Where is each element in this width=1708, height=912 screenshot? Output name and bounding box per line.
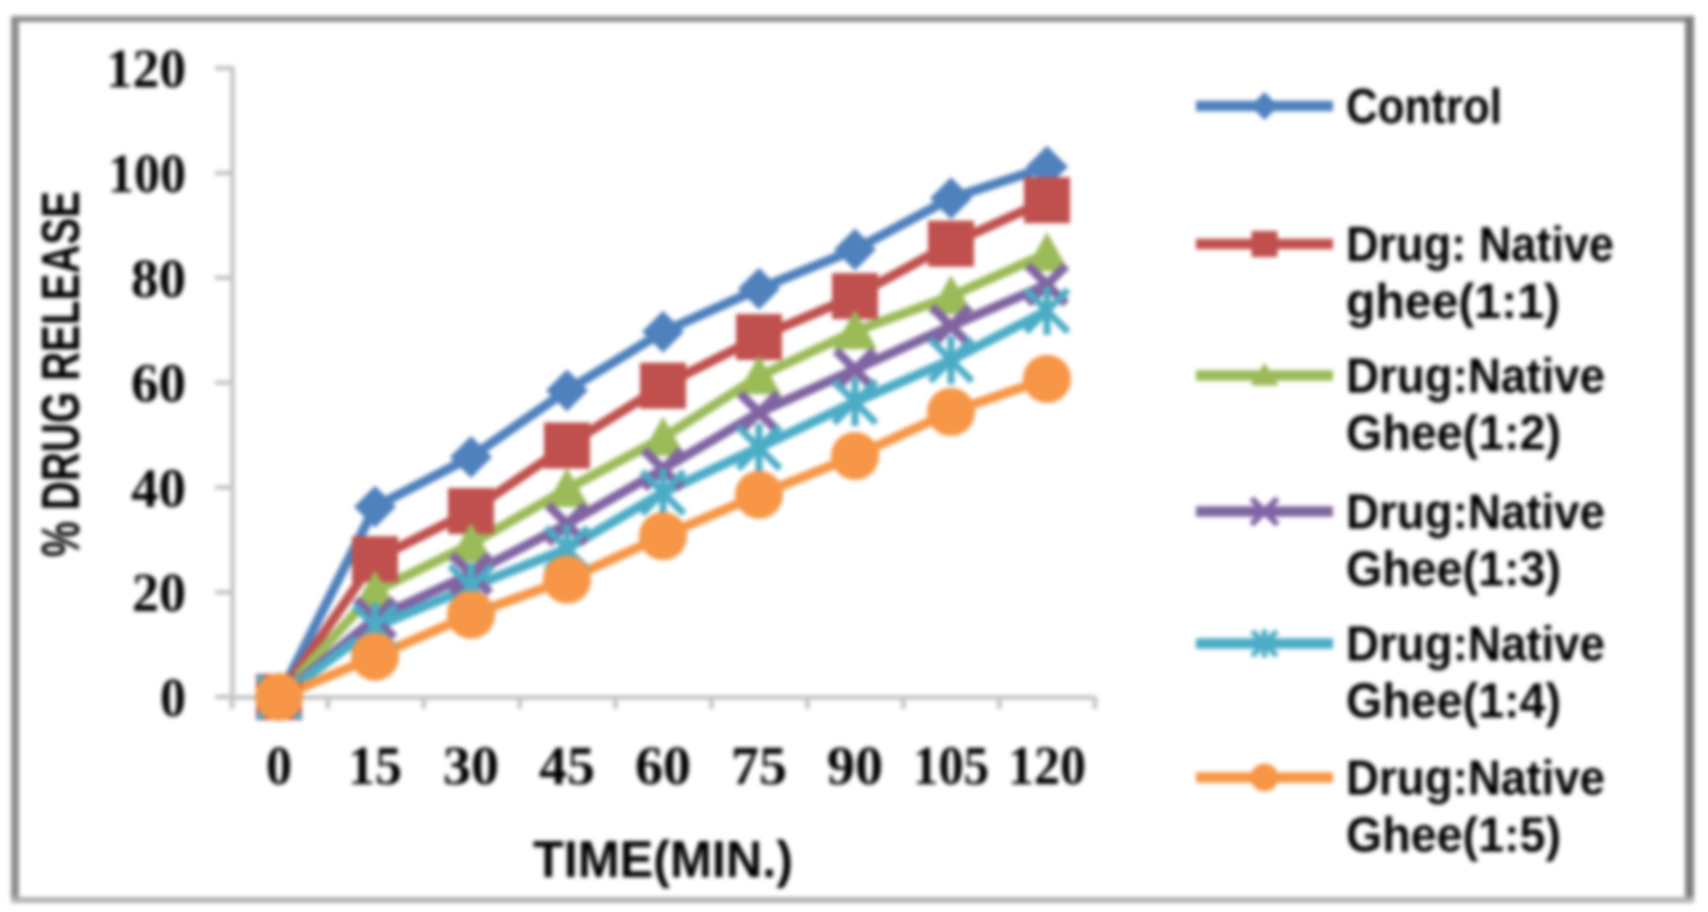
svg-text:120: 120 [1008, 735, 1086, 796]
svg-text:Control: Control [1346, 80, 1502, 134]
svg-text:45: 45 [539, 735, 595, 796]
svg-text:% DRUG RELEASE: % DRUG RELEASE [31, 191, 91, 557]
svg-text:Ghee(1:5): Ghee(1:5) [1346, 809, 1561, 863]
svg-text:ghee(1:1): ghee(1:1) [1346, 275, 1560, 329]
svg-text:105: 105 [913, 735, 989, 796]
svg-text:0: 0 [266, 735, 292, 796]
svg-text:20: 20 [132, 562, 186, 623]
svg-text:15: 15 [348, 735, 402, 796]
svg-text:Drug:Native: Drug:Native [1346, 486, 1605, 540]
svg-text:0: 0 [160, 667, 186, 728]
svg-text:100: 100 [108, 143, 186, 204]
svg-text:Ghee(1:4): Ghee(1:4) [1346, 675, 1561, 729]
svg-text:Drug:Native: Drug:Native [1346, 350, 1605, 404]
svg-text:Ghee(1:2): Ghee(1:2) [1346, 407, 1561, 461]
svg-text:Drug:Native: Drug:Native [1346, 618, 1605, 672]
svg-text:Drug: Native: Drug: Native [1346, 218, 1614, 272]
svg-text:Ghee(1:3): Ghee(1:3) [1346, 543, 1561, 597]
svg-text:60: 60 [131, 353, 186, 414]
svg-text:90: 90 [827, 735, 883, 796]
svg-text:75: 75 [731, 735, 787, 796]
svg-text:120: 120 [106, 38, 186, 99]
svg-text:30: 30 [443, 735, 499, 796]
svg-text:80: 80 [131, 248, 186, 309]
svg-text:Drug:Native: Drug:Native [1346, 752, 1605, 806]
svg-text:60: 60 [635, 735, 691, 796]
svg-text:40: 40 [131, 457, 186, 518]
svg-text:TIME(MIN.): TIME(MIN.) [533, 831, 793, 889]
